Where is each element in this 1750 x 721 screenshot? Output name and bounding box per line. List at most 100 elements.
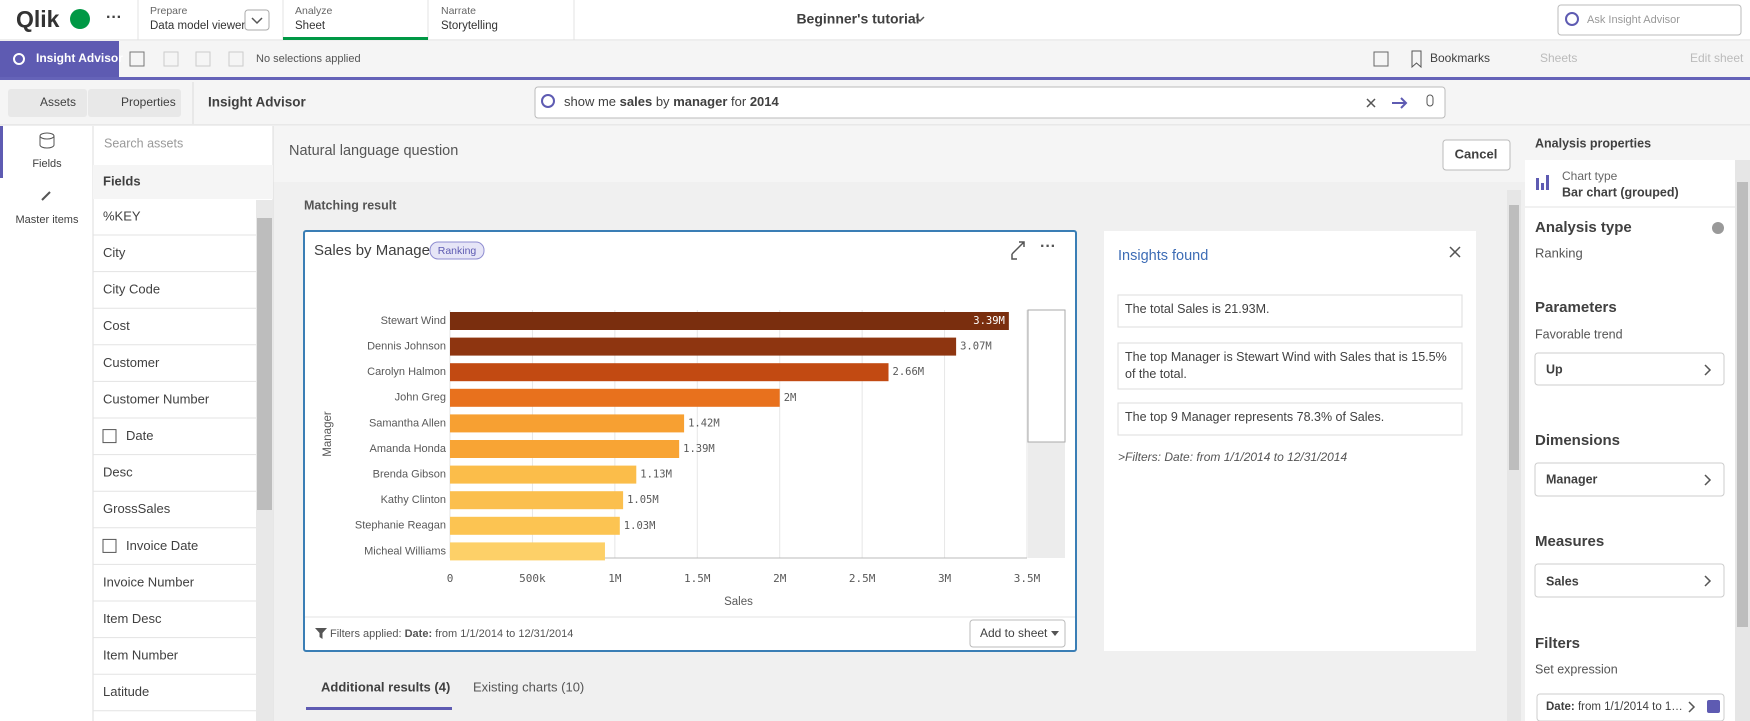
app-title[interactable]: Beginner's tutorial — [796, 11, 919, 27]
field-item[interactable]: Invoice Number — [103, 574, 195, 589]
main-heading: Natural language question — [289, 143, 458, 159]
field-item[interactable]: Latitude — [103, 684, 149, 699]
mic-icon[interactable] — [1426, 94, 1434, 107]
insight-wrap: The top Manager is Stewart Wind with Sal… — [1125, 350, 1447, 381]
active-tab — [283, 37, 428, 40]
bar[interactable] — [450, 440, 680, 458]
value-label: 1.42M — [688, 417, 720, 429]
asset-search[interactable]: Search assets — [104, 136, 183, 150]
trend-select[interactable] — [1534, 352, 1725, 386]
field-item[interactable]: Cost — [103, 318, 130, 333]
chart: 0 500k 1M 1.5M 2M 2.5M 3M 3.5M Sales Manager Stewa… — [322, 310, 1041, 608]
checkbox[interactable] — [1707, 700, 1720, 713]
tab-sub: Storytelling — [441, 20, 498, 32]
field-item[interactable]: Item Desc — [103, 611, 162, 626]
logo-mark — [70, 9, 90, 29]
dimension-item[interactable] — [1534, 462, 1725, 497]
result-tab[interactable]: Existing charts (10) — [473, 679, 584, 694]
chart-card[interactable] — [303, 230, 1077, 652]
cancel-button[interactable] — [1442, 139, 1511, 171]
bar[interactable] — [450, 542, 605, 561]
tool-icon[interactable] — [129, 51, 145, 67]
field-item[interactable]: City — [103, 245, 126, 260]
value-label: 1.03M — [624, 520, 656, 532]
grid-icon[interactable] — [1373, 51, 1389, 67]
insight-text: The total Sales is 21.93M. — [1125, 302, 1270, 316]
filter-label: Date: — [1546, 701, 1575, 713]
filter-item[interactable] — [1536, 693, 1725, 721]
date-icon — [102, 538, 117, 553]
category-label: Amanda Honda — [370, 443, 447, 455]
bar[interactable] — [450, 337, 957, 356]
tab-label: Prepare — [150, 5, 188, 17]
field-item[interactable]: Item Number — [103, 648, 179, 663]
bar[interactable] — [450, 491, 624, 510]
help-icon[interactable] — [1712, 222, 1724, 234]
bar[interactable] — [450, 465, 637, 484]
chart-type[interactable]: Bar chart (grouped) — [1562, 185, 1679, 199]
dropdown[interactable] — [244, 9, 270, 31]
measure-value: Sales — [1546, 574, 1579, 588]
bar[interactable] — [450, 516, 620, 535]
query-word: manager — [673, 94, 727, 109]
menu-icon[interactable]: ··· — [1040, 238, 1056, 255]
link-icon — [41, 191, 51, 201]
bar[interactable] — [450, 414, 685, 433]
nav-item[interactable]: Master items — [16, 214, 79, 226]
insight-wrap: The top 9 Manager represents 78.3% of Sa… — [1125, 410, 1385, 424]
y-axis-title: Manager — [322, 411, 334, 457]
mode-icon — [13, 53, 25, 65]
fields-header — [93, 165, 273, 199]
mode-button[interactable] — [0, 41, 119, 77]
field-item[interactable]: Customer Number — [103, 391, 210, 406]
bar[interactable] — [450, 312, 1009, 330]
logo[interactable]: Qlik — [16, 6, 60, 32]
assets-label: Assets — [40, 95, 76, 109]
insight-text: The top 9 Manager represents 78.3% of Sa… — [1125, 410, 1385, 424]
bookmarks[interactable]: Bookmarks — [1430, 51, 1490, 65]
toolbar — [0, 41, 1750, 78]
measure-item[interactable] — [1534, 563, 1725, 598]
field-item[interactable]: Desc — [103, 465, 133, 480]
properties-button[interactable] — [88, 89, 181, 117]
mini-window — [1027, 309, 1066, 443]
set-expression: Set expression — [1535, 662, 1618, 676]
category-label: Kathy Clinton — [381, 494, 446, 506]
sheets: Sheets — [1540, 51, 1577, 65]
filter-text: Date: from 1/1/2014 to 1… — [1546, 701, 1683, 713]
chart-icon — [1546, 175, 1549, 190]
search-box[interactable] — [1557, 4, 1742, 36]
field-item[interactable]: GrossSales — [103, 501, 171, 516]
query-word: by — [656, 94, 670, 109]
result-tab[interactable]: Additional results (4) — [321, 679, 450, 694]
bar[interactable] — [450, 363, 889, 382]
clear-icon[interactable] — [1366, 98, 1376, 108]
add-to-sheet-button[interactable] — [969, 619, 1066, 648]
tab-label: Narrate — [441, 5, 476, 17]
assets-button[interactable] — [8, 89, 87, 117]
query-box[interactable] — [534, 86, 1446, 119]
field-item[interactable]: City Code — [103, 282, 160, 297]
field-item[interactable]: Invoice Date — [126, 538, 198, 553]
bar[interactable] — [450, 388, 780, 407]
badge-label: Ranking — [438, 245, 477, 257]
chevron — [915, 16, 925, 23]
more-icon[interactable]: ··· — [106, 9, 122, 26]
chevron — [1704, 364, 1712, 376]
value-label: 1.13M — [640, 469, 672, 481]
tab-sub: Data model viewer — [150, 20, 245, 32]
value-label: 3.07M — [960, 341, 992, 353]
expand-icon[interactable] — [1011, 241, 1025, 260]
query-word: for — [731, 94, 747, 109]
top-bar — [0, 0, 1750, 40]
field-item[interactable]: Date — [126, 428, 153, 443]
x-tick-label: 1.5M — [684, 572, 711, 585]
submit-icon[interactable] — [1392, 97, 1408, 109]
close-icon[interactable] — [1449, 246, 1461, 258]
field-item[interactable]: %KEY — [103, 208, 141, 223]
filters-footer: Filters applied: Date: from 1/1/2014 to … — [330, 628, 573, 640]
field-item[interactable]: Customer — [103, 355, 160, 370]
selections: No selections applied — [256, 53, 361, 65]
tab-label: Analyze — [295, 5, 333, 17]
nav-item[interactable]: Fields — [32, 158, 62, 170]
